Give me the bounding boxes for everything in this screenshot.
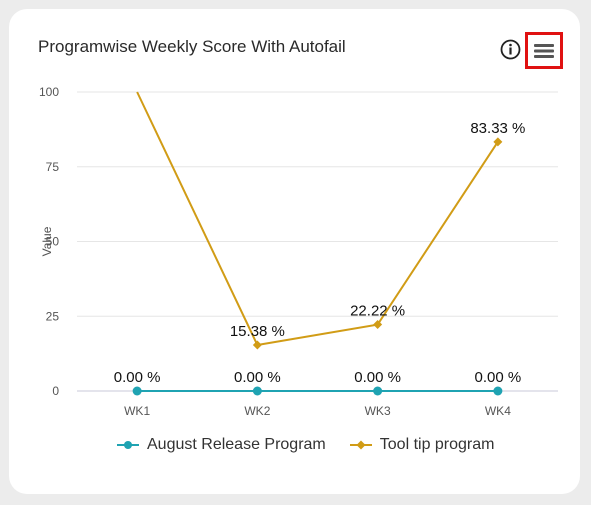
data-point <box>252 386 262 396</box>
legend-label: Tool tip program <box>379 436 495 453</box>
data-label: 15.38 % <box>230 323 285 340</box>
legend-item-august-release[interactable]: August Release Program <box>117 436 326 454</box>
chart-card: Programwise Weekly Score With Autofail 0… <box>9 9 580 494</box>
data-point <box>493 137 503 147</box>
x-tick-label: WK2 <box>244 404 270 418</box>
y-tick-label: 25 <box>46 309 60 323</box>
legend-marker-diamond <box>349 440 372 450</box>
data-point <box>373 386 383 396</box>
data-point <box>493 386 503 396</box>
chart-title: Programwise Weekly Score With Autofail <box>38 37 346 56</box>
data-point <box>373 320 383 330</box>
data-label: 22.22 % <box>350 303 405 320</box>
y-tick-label: 100 <box>39 85 59 99</box>
data-point <box>252 340 262 350</box>
data-point <box>132 386 142 396</box>
y-tick-label: 0 <box>52 384 59 398</box>
data-label: 0.00 % <box>114 369 161 386</box>
series-line <box>136 91 499 347</box>
y-axis-label: Value <box>40 226 54 256</box>
data-label: 0.00 % <box>354 369 401 386</box>
legend-item-tool-tip[interactable]: Tool tip program <box>349 436 495 454</box>
x-tick-label: WK3 <box>365 404 391 418</box>
y-tick-label: 50 <box>46 235 60 249</box>
data-label: 83.33 % <box>470 120 525 137</box>
line-chart: 0 25 50 75 100 Value WK1 WK2 WK3 WK4 0.00 % 0.00 % 0… <box>39 85 558 418</box>
y-tick-label: 75 <box>46 160 60 174</box>
hamburger-menu-icon <box>534 43 554 58</box>
chart-menu-button[interactable] <box>525 32 563 69</box>
legend-label: August Release Program <box>147 436 326 453</box>
chart-legend: August Release Program Tool tip program <box>117 436 494 454</box>
info-icon[interactable] <box>500 39 521 60</box>
legend-marker-circle <box>117 441 139 449</box>
data-label: 0.00 % <box>234 369 281 386</box>
x-tick-label: WK4 <box>485 404 511 418</box>
x-tick-label: WK1 <box>124 404 150 418</box>
data-label: 0.00 % <box>475 369 522 386</box>
